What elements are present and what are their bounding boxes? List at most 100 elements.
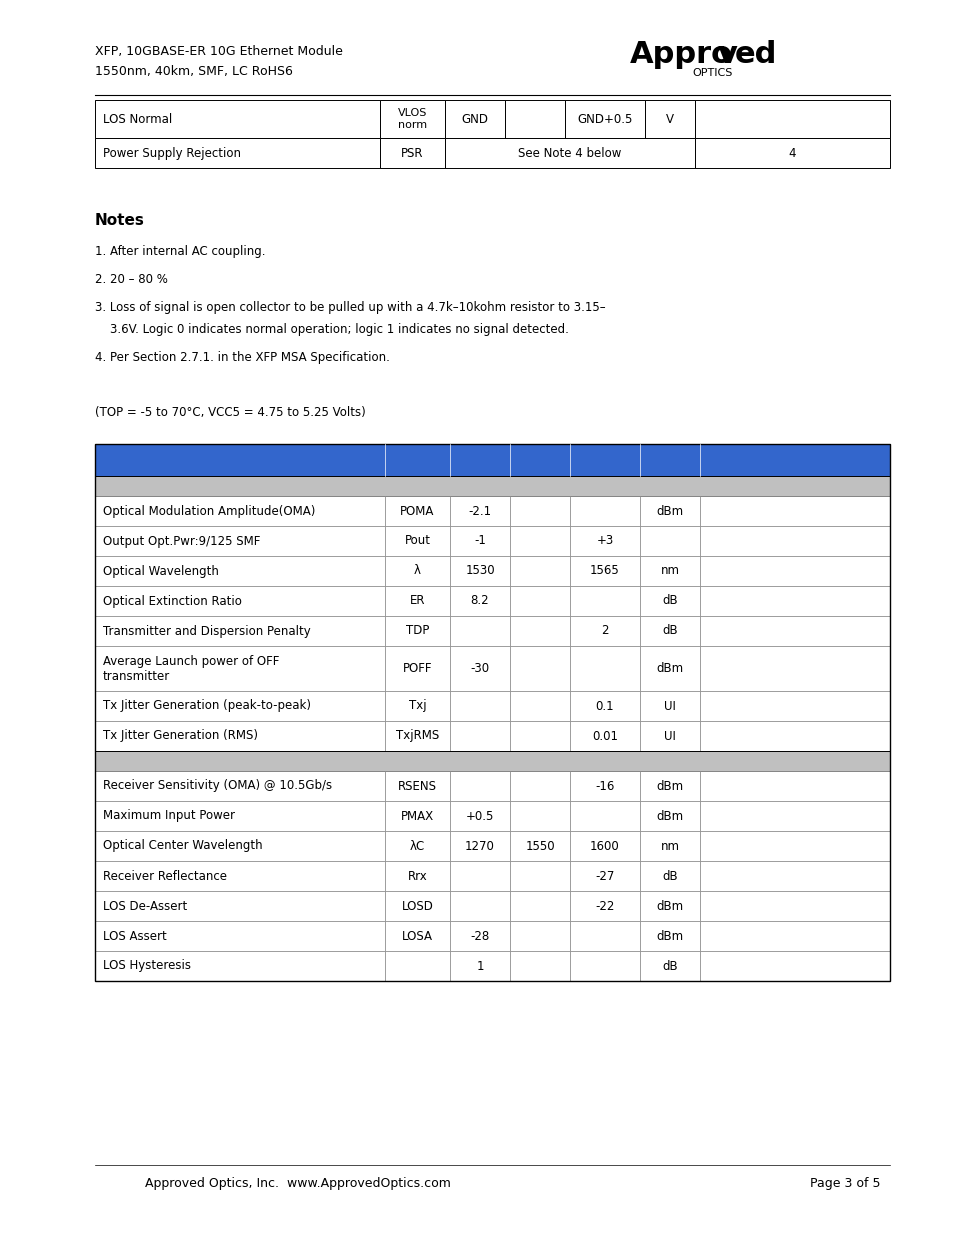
Text: ed: ed bbox=[734, 40, 777, 69]
Bar bbox=[639, 646, 700, 692]
Text: -30: -30 bbox=[470, 662, 489, 676]
Bar bbox=[95, 445, 889, 475]
Bar bbox=[569, 585, 639, 616]
Bar bbox=[385, 692, 450, 721]
Bar bbox=[510, 802, 569, 831]
Text: 1600: 1600 bbox=[590, 840, 619, 852]
Text: Output Opt.Pwr:9/125 SMF: Output Opt.Pwr:9/125 SMF bbox=[103, 535, 260, 547]
Bar bbox=[700, 496, 889, 526]
Text: λ: λ bbox=[414, 564, 420, 578]
Text: 1270: 1270 bbox=[464, 840, 495, 852]
Bar bbox=[510, 585, 569, 616]
Bar bbox=[510, 951, 569, 981]
Bar bbox=[510, 646, 569, 692]
Text: 0.1: 0.1 bbox=[595, 699, 614, 713]
Text: dBm: dBm bbox=[656, 930, 683, 942]
Text: -16: -16 bbox=[595, 779, 614, 793]
Bar bbox=[569, 921, 639, 951]
Text: PMAX: PMAX bbox=[400, 809, 434, 823]
Text: 4. Per Section 2.7.1. in the XFP MSA Specification.: 4. Per Section 2.7.1. in the XFP MSA Spe… bbox=[95, 351, 390, 364]
Bar bbox=[95, 646, 385, 692]
Text: ER: ER bbox=[410, 594, 425, 608]
Bar bbox=[385, 556, 450, 585]
Text: Tx Jitter Generation (RMS): Tx Jitter Generation (RMS) bbox=[103, 730, 257, 742]
Text: Optical Modulation Amplitude(OMA): Optical Modulation Amplitude(OMA) bbox=[103, 505, 315, 517]
Bar bbox=[639, 585, 700, 616]
Bar bbox=[700, 771, 889, 802]
Bar bbox=[569, 951, 639, 981]
Bar bbox=[639, 496, 700, 526]
Text: dBm: dBm bbox=[656, 505, 683, 517]
Text: RSENS: RSENS bbox=[397, 779, 436, 793]
Bar bbox=[569, 721, 639, 751]
Text: 2: 2 bbox=[600, 625, 608, 637]
Bar bbox=[510, 771, 569, 802]
Bar bbox=[379, 138, 444, 168]
Bar bbox=[700, 616, 889, 646]
Text: UI: UI bbox=[663, 730, 676, 742]
Text: GND: GND bbox=[461, 112, 488, 126]
Bar bbox=[569, 556, 639, 585]
Text: dBm: dBm bbox=[656, 809, 683, 823]
Bar bbox=[450, 526, 510, 556]
Text: Transmitter and Dispersion Penalty: Transmitter and Dispersion Penalty bbox=[103, 625, 311, 637]
Text: Txj: Txj bbox=[408, 699, 426, 713]
Text: PSR: PSR bbox=[401, 147, 423, 159]
Text: 2. 20 – 80 %: 2. 20 – 80 % bbox=[95, 273, 168, 287]
Bar bbox=[95, 921, 385, 951]
Bar bbox=[700, 890, 889, 921]
Text: Appro: Appro bbox=[629, 40, 732, 69]
Bar bbox=[700, 721, 889, 751]
Bar bbox=[700, 646, 889, 692]
Text: Page 3 of 5: Page 3 of 5 bbox=[809, 1177, 879, 1191]
Text: POFF: POFF bbox=[402, 662, 432, 676]
Bar bbox=[385, 951, 450, 981]
Bar bbox=[95, 890, 385, 921]
Text: dB: dB bbox=[661, 960, 677, 972]
Bar bbox=[95, 475, 889, 496]
Text: 1. After internal AC coupling.: 1. After internal AC coupling. bbox=[95, 245, 265, 258]
Text: Receiver Sensitivity (OMA) @ 10.5Gb/s: Receiver Sensitivity (OMA) @ 10.5Gb/s bbox=[103, 779, 332, 793]
Bar bbox=[700, 831, 889, 861]
Bar bbox=[510, 831, 569, 861]
Text: Optical Wavelength: Optical Wavelength bbox=[103, 564, 218, 578]
Bar bbox=[695, 100, 889, 138]
Text: 8.2: 8.2 bbox=[470, 594, 489, 608]
Bar bbox=[569, 616, 639, 646]
Bar bbox=[385, 861, 450, 890]
Bar bbox=[564, 100, 644, 138]
Text: Rrx: Rrx bbox=[407, 869, 427, 883]
Text: 1550nm, 40km, SMF, LC RoHS6: 1550nm, 40km, SMF, LC RoHS6 bbox=[95, 65, 293, 78]
Text: Notes: Notes bbox=[95, 212, 145, 228]
Bar bbox=[450, 585, 510, 616]
Bar bbox=[569, 802, 639, 831]
Text: Power Supply Rejection: Power Supply Rejection bbox=[103, 147, 241, 159]
Text: VLOS
norm: VLOS norm bbox=[397, 109, 427, 130]
Text: -1: -1 bbox=[474, 535, 485, 547]
Bar bbox=[639, 890, 700, 921]
Bar bbox=[444, 100, 504, 138]
Text: -22: -22 bbox=[595, 899, 614, 913]
Text: UI: UI bbox=[663, 699, 676, 713]
Text: +0.5: +0.5 bbox=[465, 809, 494, 823]
Text: -28: -28 bbox=[470, 930, 489, 942]
Bar bbox=[95, 751, 889, 771]
Bar bbox=[510, 921, 569, 951]
Bar bbox=[510, 861, 569, 890]
Text: TDP: TDP bbox=[405, 625, 429, 637]
Bar bbox=[95, 951, 385, 981]
Bar bbox=[510, 556, 569, 585]
Text: Average Launch power of OFF
transmitter: Average Launch power of OFF transmitter bbox=[103, 655, 279, 683]
Bar bbox=[700, 585, 889, 616]
Text: v: v bbox=[718, 40, 737, 69]
Bar bbox=[639, 831, 700, 861]
Bar bbox=[385, 526, 450, 556]
Bar bbox=[95, 138, 379, 168]
Text: dB: dB bbox=[661, 869, 677, 883]
Bar bbox=[639, 951, 700, 981]
Bar bbox=[510, 721, 569, 751]
Text: -2.1: -2.1 bbox=[468, 505, 491, 517]
Text: GND+0.5: GND+0.5 bbox=[577, 112, 632, 126]
Text: 0.01: 0.01 bbox=[592, 730, 618, 742]
Text: XFP, 10GBASE-ER 10G Ethernet Module: XFP, 10GBASE-ER 10G Ethernet Module bbox=[95, 44, 342, 58]
